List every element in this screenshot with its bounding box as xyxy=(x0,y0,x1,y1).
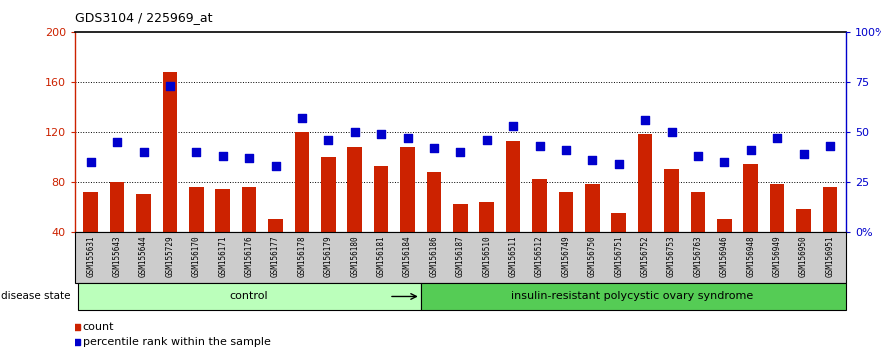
Bar xyxy=(294,132,309,282)
Point xyxy=(189,149,204,155)
Bar xyxy=(421,283,846,310)
Text: GSM156751: GSM156751 xyxy=(614,235,623,277)
Text: GSM155643: GSM155643 xyxy=(113,235,122,277)
Text: GSM156178: GSM156178 xyxy=(298,235,307,277)
Point xyxy=(453,149,467,155)
Text: GSM156946: GSM156946 xyxy=(720,235,729,277)
Text: GSM156171: GSM156171 xyxy=(218,235,227,277)
Text: GSM155729: GSM155729 xyxy=(166,235,174,277)
Point xyxy=(322,137,336,143)
Bar xyxy=(506,141,521,282)
Point xyxy=(796,151,811,157)
Bar xyxy=(585,184,600,282)
Bar xyxy=(216,189,230,282)
Bar xyxy=(823,187,837,282)
Point xyxy=(770,135,784,141)
Text: GSM156949: GSM156949 xyxy=(773,235,781,277)
Text: GSM156184: GSM156184 xyxy=(403,235,412,277)
Bar xyxy=(638,135,653,282)
Point xyxy=(638,117,652,123)
Text: GSM156186: GSM156186 xyxy=(429,235,439,277)
Point xyxy=(717,159,731,165)
Text: GSM156511: GSM156511 xyxy=(508,235,518,277)
Text: GSM156181: GSM156181 xyxy=(376,235,386,277)
Text: GSM156948: GSM156948 xyxy=(746,235,755,277)
Bar xyxy=(559,192,574,282)
Text: disease state: disease state xyxy=(1,291,70,301)
Text: GSM156180: GSM156180 xyxy=(351,235,359,277)
Text: GSM155644: GSM155644 xyxy=(139,235,148,277)
Text: GSM155631: GSM155631 xyxy=(86,235,95,277)
Point xyxy=(427,145,441,151)
Point xyxy=(348,129,362,135)
Point xyxy=(691,153,705,159)
Point xyxy=(110,139,124,145)
Bar xyxy=(321,157,336,282)
Bar xyxy=(110,182,124,282)
Bar xyxy=(691,192,705,282)
Bar xyxy=(532,179,547,282)
Bar xyxy=(717,219,731,282)
Text: percentile rank within the sample: percentile rank within the sample xyxy=(83,337,270,348)
Bar xyxy=(374,166,389,282)
Text: GSM156950: GSM156950 xyxy=(799,235,808,277)
Text: GSM156510: GSM156510 xyxy=(482,235,492,277)
Point xyxy=(269,163,283,169)
Text: GSM156170: GSM156170 xyxy=(192,235,201,277)
Text: GSM156187: GSM156187 xyxy=(455,235,465,277)
Point xyxy=(295,115,309,121)
Bar xyxy=(770,184,784,282)
Bar xyxy=(78,283,421,310)
Point xyxy=(611,161,626,167)
Bar xyxy=(189,187,204,282)
Text: GSM156753: GSM156753 xyxy=(667,235,676,277)
Point xyxy=(479,137,493,143)
Text: GDS3104 / 225969_at: GDS3104 / 225969_at xyxy=(75,11,212,24)
Text: GSM156177: GSM156177 xyxy=(271,235,280,277)
Bar xyxy=(163,72,177,282)
Point xyxy=(374,131,389,137)
Point xyxy=(163,83,177,89)
Text: GSM156749: GSM156749 xyxy=(561,235,570,277)
Bar xyxy=(268,219,283,282)
Bar xyxy=(796,209,811,282)
Text: GSM156951: GSM156951 xyxy=(825,235,834,277)
Bar xyxy=(611,213,626,282)
Point xyxy=(84,159,98,165)
Bar xyxy=(84,192,98,282)
Point xyxy=(559,147,573,153)
Bar xyxy=(479,202,494,282)
Bar xyxy=(137,194,151,282)
Text: GSM156750: GSM156750 xyxy=(588,235,596,277)
Text: GSM156752: GSM156752 xyxy=(640,235,649,277)
Point xyxy=(401,135,415,141)
Text: GSM156176: GSM156176 xyxy=(245,235,254,277)
Text: GSM156179: GSM156179 xyxy=(324,235,333,277)
Bar xyxy=(400,147,415,282)
Point xyxy=(216,153,230,159)
Point xyxy=(242,155,256,161)
Text: insulin-resistant polycystic ovary syndrome: insulin-resistant polycystic ovary syndr… xyxy=(511,291,753,302)
Point xyxy=(532,143,546,149)
Point xyxy=(823,143,837,149)
Text: GSM156512: GSM156512 xyxy=(535,235,544,277)
Point xyxy=(585,157,599,163)
Text: control: control xyxy=(230,291,269,302)
Point xyxy=(744,147,758,153)
Bar xyxy=(453,204,468,282)
Point xyxy=(664,129,678,135)
Bar xyxy=(242,187,256,282)
Point xyxy=(506,123,520,129)
Text: GSM156763: GSM156763 xyxy=(693,235,702,277)
Bar xyxy=(347,147,362,282)
Text: count: count xyxy=(83,321,115,332)
Point xyxy=(137,149,151,155)
Bar xyxy=(744,164,758,282)
Bar xyxy=(426,172,441,282)
Bar xyxy=(664,169,678,282)
